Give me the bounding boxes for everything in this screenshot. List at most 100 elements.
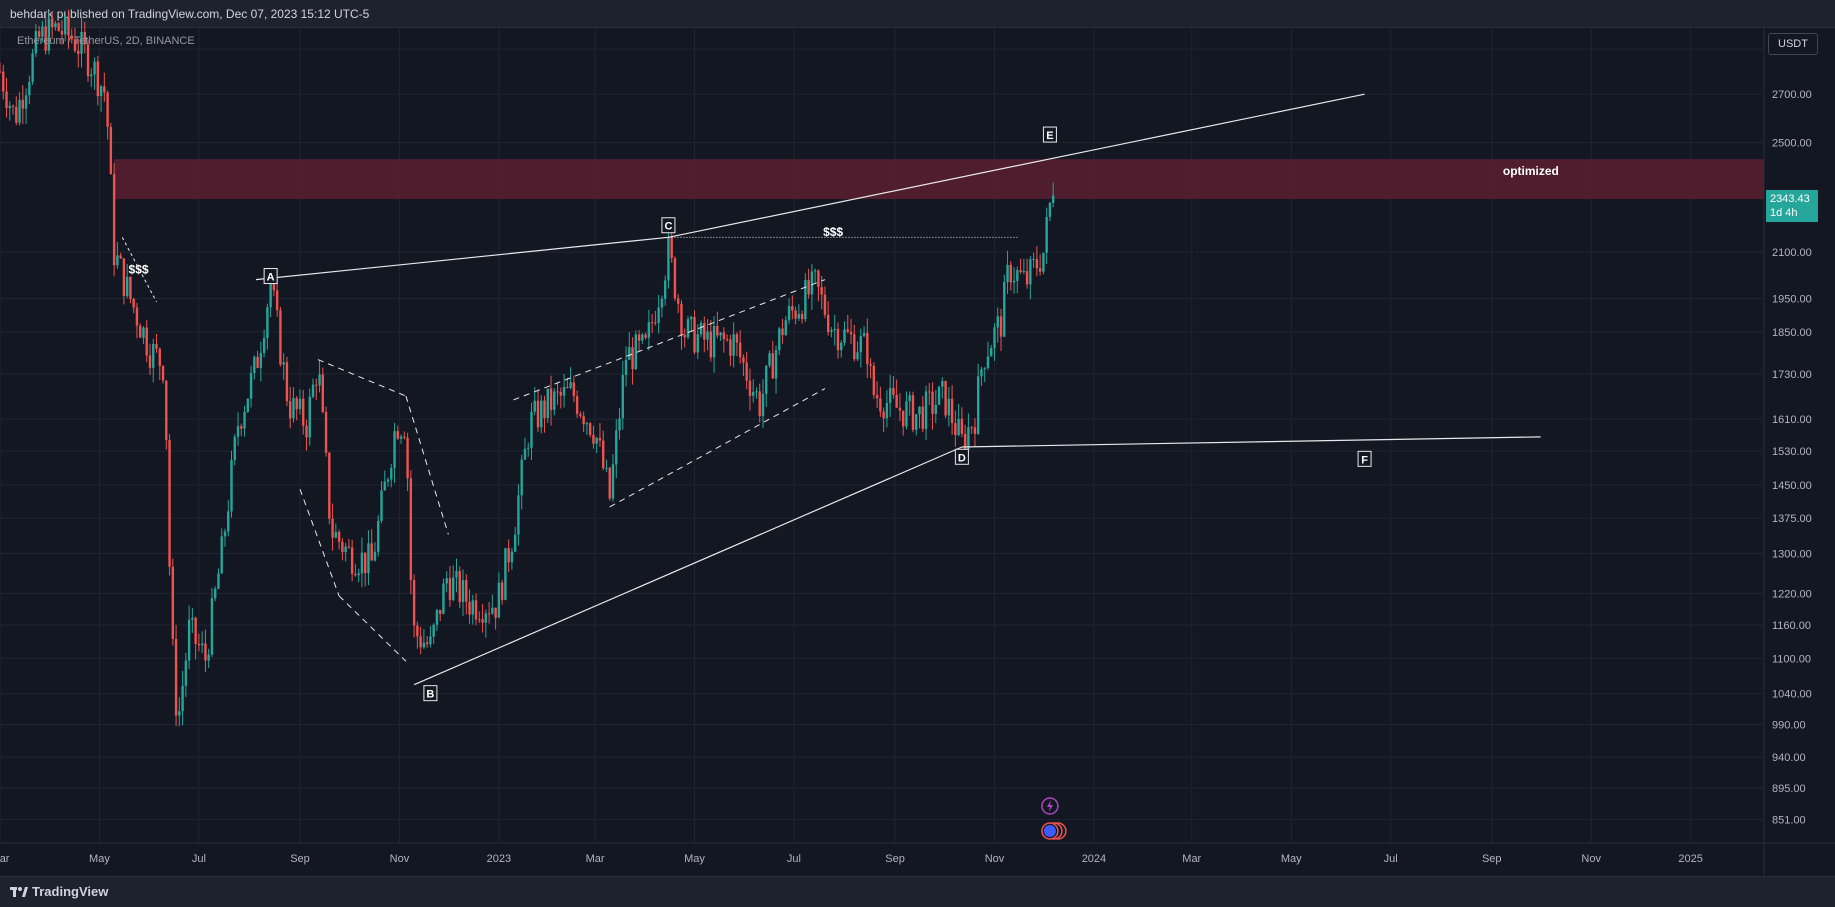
price-tick-label: 851.00: [1772, 815, 1806, 827]
candle-body: [778, 328, 781, 351]
candle-body: [471, 600, 474, 615]
candle-body: [559, 391, 563, 396]
candle-body: [869, 364, 872, 366]
candle-body: [569, 382, 572, 388]
candle-body: [784, 320, 788, 336]
candle-body: [725, 339, 729, 341]
candle-body: [781, 328, 784, 336]
candle-body: [709, 331, 713, 358]
candle-body: [866, 332, 869, 365]
candle-body: [794, 310, 797, 319]
time-axis: Mar May Jul Sep Nov 2023 Mar May Jul Sep Nov 2024 Ma…: [0, 853, 1703, 865]
time-tick-label: Sep: [885, 853, 905, 865]
candle-body: [481, 619, 484, 623]
candle-body: [308, 396, 311, 438]
candle-body: [738, 342, 742, 358]
candle-body: [957, 418, 960, 435]
candle-body: [986, 356, 990, 368]
candle-body: [174, 638, 178, 716]
candle-body: [403, 436, 406, 438]
candle-body: [396, 431, 399, 439]
pivot-label-f: F: [1361, 454, 1368, 466]
tradingview-logo[interactable]: TradingView: [10, 884, 108, 899]
candle-body: [934, 404, 938, 414]
candle-body: [103, 86, 106, 93]
grid-lines: [0, 28, 1764, 843]
candle-body: [461, 580, 465, 603]
candle-body: [406, 437, 409, 479]
candle-body: [37, 31, 41, 37]
candle-body: [1025, 270, 1029, 285]
candle-body: [1006, 264, 1009, 283]
candle-body: [171, 566, 175, 639]
pivot-label-d: D: [958, 452, 966, 464]
candle-body: [318, 374, 321, 386]
candle-body: [249, 372, 253, 399]
candle-body: [161, 366, 165, 381]
pivot-label-box: [423, 685, 438, 702]
candle-body: [80, 31, 83, 54]
candle-body: [240, 426, 243, 429]
candle-body: [435, 609, 439, 625]
candle-body: [334, 531, 338, 538]
trendline-d-f: [961, 436, 1541, 448]
candle-body: [696, 334, 699, 353]
candle-body: [106, 92, 109, 127]
candle-body: [315, 384, 318, 386]
candle-body: [500, 582, 504, 600]
price-tick-label: 1450.00: [1772, 480, 1812, 492]
candle-body: [227, 511, 230, 532]
candle-body: [598, 437, 602, 441]
candle-body: [409, 478, 413, 581]
candle-body: [1051, 195, 1055, 203]
candle-body: [383, 481, 386, 491]
price-tick-label: 1730.00: [1772, 369, 1812, 381]
candle-body: [820, 287, 823, 295]
candle-body: [181, 685, 184, 712]
candle-body: [895, 394, 898, 408]
candle-body: [380, 490, 383, 521]
last-price-tag: 2343.43 1d 4h: [1766, 190, 1818, 222]
candle-body: [44, 26, 47, 51]
price-tick-label: 2700.00: [1772, 89, 1812, 101]
candle-body: [980, 369, 983, 377]
candle-body: [275, 290, 279, 311]
candle-body: [1048, 202, 1052, 217]
candle-body: [442, 583, 445, 614]
candle-body: [220, 536, 223, 574]
publisher-bar: behdark published on TradingView.com, De…: [0, 0, 1835, 28]
candle-body: [187, 619, 191, 661]
candle-body: [1029, 259, 1032, 285]
last-price-value: 2343.43: [1770, 193, 1810, 205]
candle-body: [621, 374, 624, 419]
candle-body: [911, 395, 915, 430]
candle-body: [18, 99, 21, 123]
candle-body: [1016, 270, 1019, 281]
candle-body: [637, 334, 641, 341]
candle-body: [83, 31, 86, 45]
candle-body: [807, 280, 810, 295]
candle-body: [354, 573, 357, 576]
currency-button[interactable]: USDT: [1768, 33, 1818, 55]
time-tick-label: Mar: [0, 853, 10, 865]
candle-body: [507, 548, 510, 563]
candle-body: [1009, 264, 1012, 283]
candle-body: [292, 398, 295, 419]
candle-body: [145, 327, 148, 356]
candle-body: [963, 433, 967, 450]
candle-body: [305, 425, 308, 438]
candle-body: [328, 452, 331, 519]
candle-body: [520, 459, 523, 496]
optimized-zone: [114, 159, 1765, 200]
pattern-dash: [299, 489, 340, 597]
candle-body: [660, 298, 664, 308]
candle-body: [262, 338, 266, 353]
candle-body: [152, 343, 155, 368]
time-tick-label: 2024: [1082, 853, 1106, 865]
candle-body: [64, 16, 67, 35]
candle-body: [588, 423, 592, 435]
time-tick-label: Jul: [1384, 853, 1398, 865]
event-markers: [1041, 797, 1067, 840]
candle-body: [947, 398, 951, 416]
